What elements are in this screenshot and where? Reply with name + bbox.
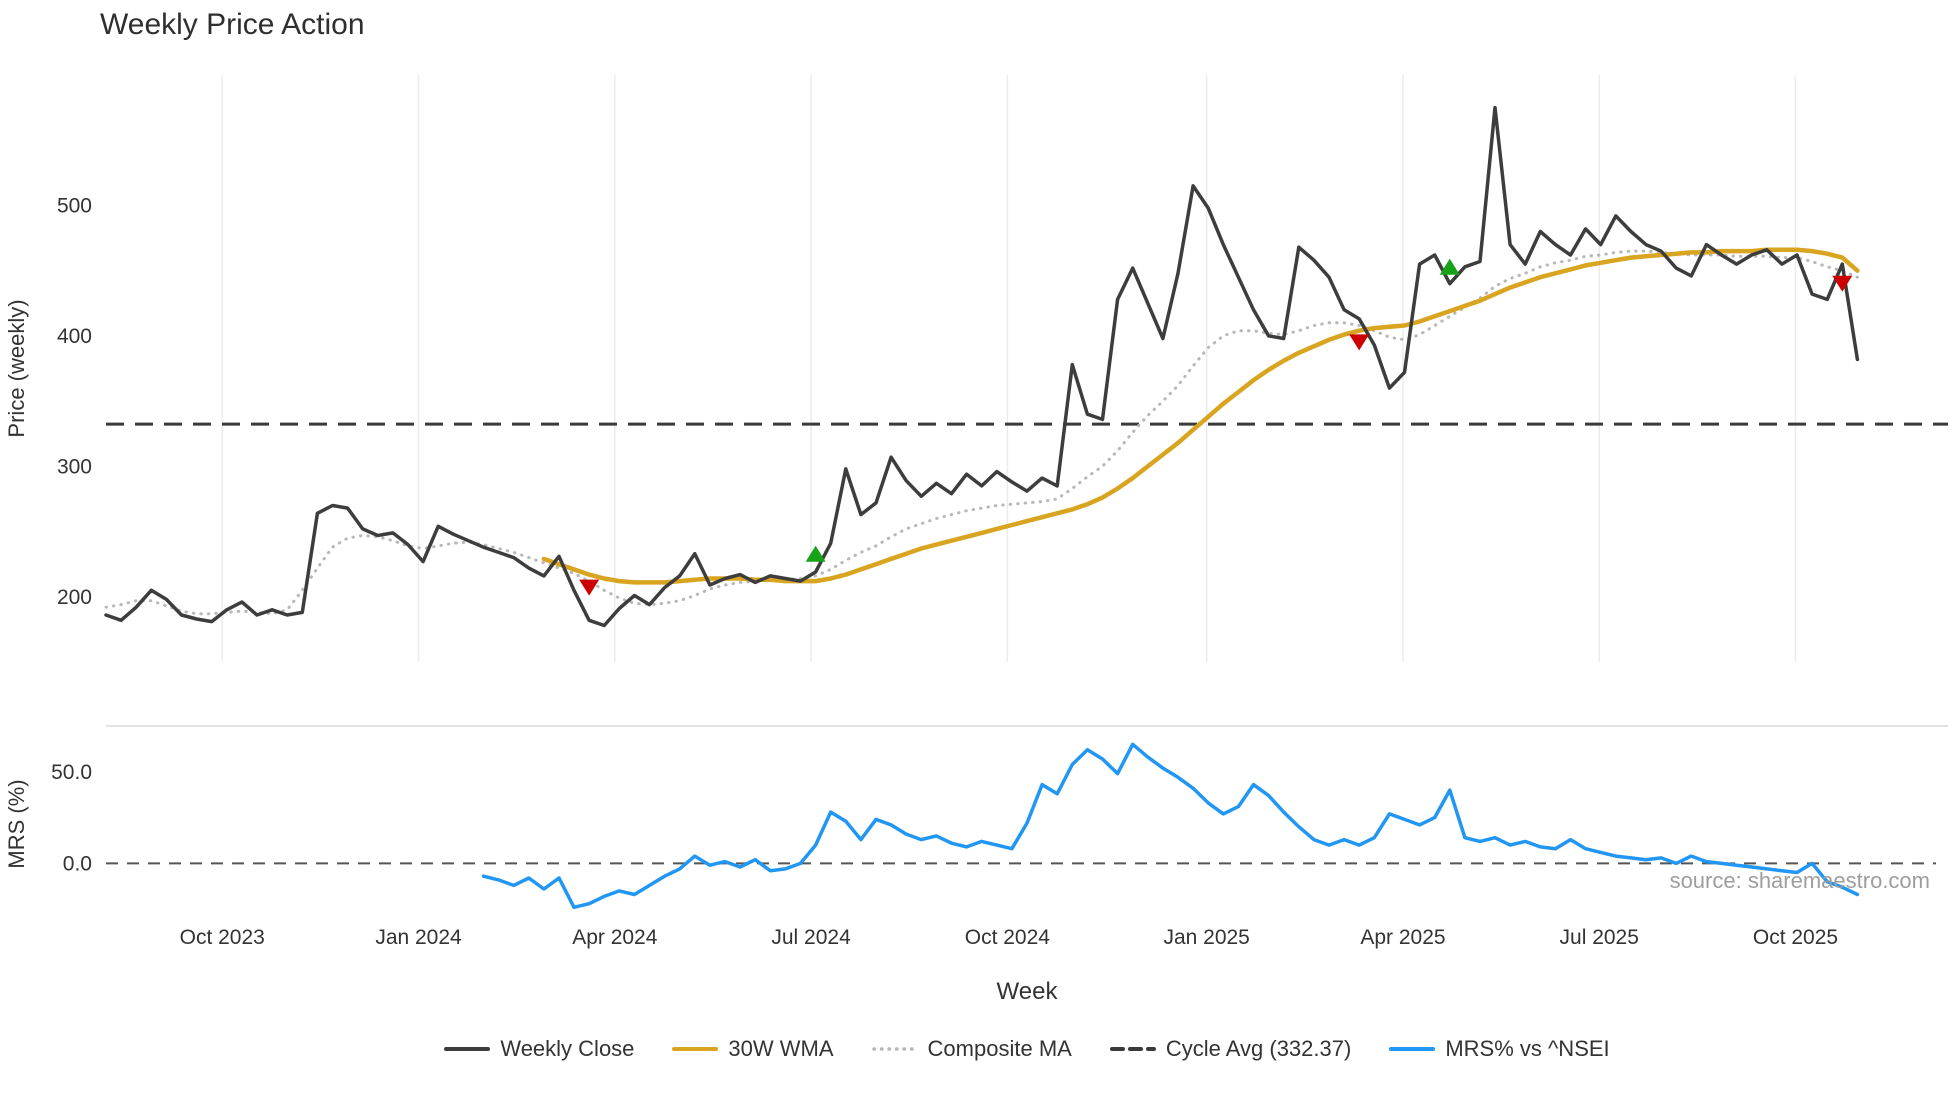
legend-label: Cycle Avg (332.37) — [1165, 1036, 1352, 1061]
legend-item-cycle-avg-332-37: Cycle Avg (332.37) — [1109, 1036, 1352, 1062]
legend-item-30w-wma: 30W WMA — [672, 1036, 834, 1062]
legend-swatch-mrs-vs-nsei — [1389, 1047, 1436, 1051]
chart-title: Weekly Price Action — [100, 8, 365, 41]
sell-signal-icon — [579, 579, 600, 596]
buy-signal-icon — [805, 545, 826, 562]
sell-signal-icon — [1349, 334, 1370, 351]
y-tick-label: 50.0 — [51, 761, 92, 784]
x-tick-label: Oct 2023 — [180, 926, 265, 949]
x-tick-label: Oct 2024 — [965, 926, 1051, 949]
y-tick-label: 300 — [57, 455, 92, 478]
buy-signal-icon — [1439, 258, 1460, 275]
y-tick-label: 0.0 — [63, 852, 92, 875]
series-30w-wma — [541, 247, 1860, 585]
legend-item-weekly-close: Weekly Close — [444, 1036, 634, 1062]
y-tick-label: 500 — [57, 194, 92, 217]
legend: Weekly Close 30W WMA Composite MA Cycle Avg… — [106, 1036, 1948, 1062]
y-axis-title: Price (weekly) — [4, 299, 29, 437]
x-axis-title: Week — [996, 978, 1058, 1005]
legend-label: Weekly Close — [500, 1036, 635, 1061]
legend-label: Composite MA — [927, 1036, 1072, 1061]
legend-swatch-weekly-close — [444, 1047, 491, 1051]
x-tick-label: Jan 2025 — [1163, 926, 1249, 949]
x-tick-label: Oct 2025 — [1753, 926, 1838, 949]
legend-swatch-30w-wma — [672, 1047, 719, 1051]
y-axis-title: MRS (%) — [4, 779, 29, 868]
series-composite-ma — [104, 249, 1859, 616]
legend-item-mrs-vs-nsei: MRS% vs ^NSEI — [1389, 1036, 1610, 1062]
y-tick-label: 400 — [57, 325, 92, 348]
x-tick-label: Apr 2025 — [1360, 926, 1445, 949]
legend-label: 30W WMA — [728, 1036, 834, 1061]
source-watermark: source: sharemaestro.com — [1669, 868, 1930, 893]
legend-swatch-composite-ma — [871, 1047, 918, 1051]
legend-item-composite-ma: Composite MA — [871, 1036, 1072, 1062]
sell-signal-icon — [1832, 275, 1853, 292]
x-tick-label: Jan 2024 — [375, 926, 462, 949]
x-tick-label: Jul 2025 — [1560, 926, 1639, 949]
legend-swatch-cycle-avg-332-37 — [1109, 1047, 1156, 1051]
series-weekly-close — [104, 105, 1860, 628]
x-tick-label: Apr 2024 — [572, 926, 658, 949]
y-tick-label: 200 — [57, 586, 92, 609]
x-tick-label: Jul 2024 — [771, 926, 851, 949]
series-mrs-vs-nsei — [481, 742, 1860, 910]
legend-label: MRS% vs ^NSEI — [1445, 1036, 1610, 1061]
